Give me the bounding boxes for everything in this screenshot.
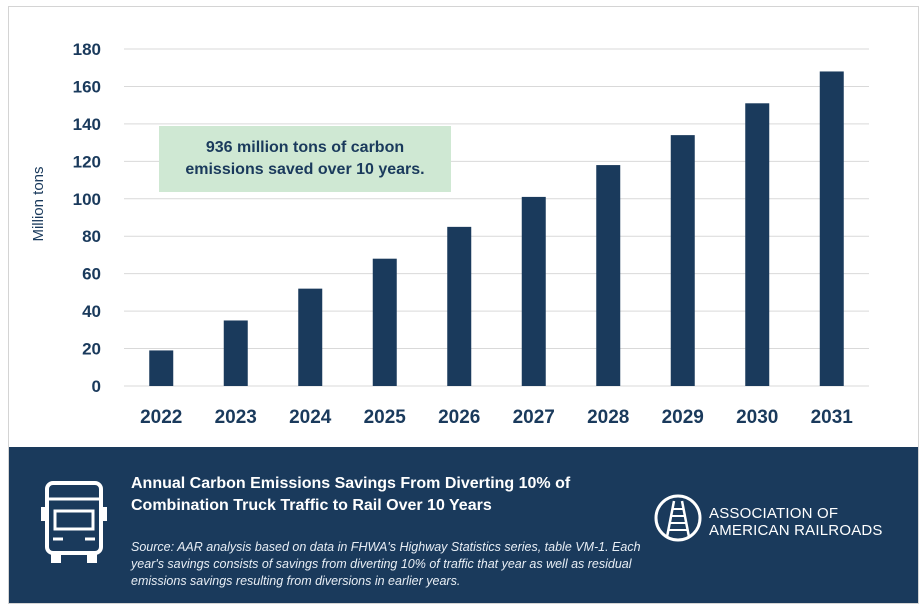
annotation-text: 936 million tons of carbon emissions sav… [185,139,425,178]
x-axis-ticks: 2022 2023 2024 2025 2026 2027 2028 2029 2030 2031 [140,407,853,428]
y-tick-label: 100 [73,190,101,209]
organization-name: ASSOCIATION OF AMERICAN RAILROADS [709,505,883,539]
bar [596,165,621,386]
x-tick-label: 2029 [662,407,704,428]
x-tick-label: 2022 [140,407,182,428]
y-tick-label: 160 [73,77,101,96]
chart-card: 0 20 40 60 80 100 120 140 160 180 2022 2023 2024 202… [8,6,919,604]
y-tick-label: 140 [73,115,101,134]
railroad-track-logo-icon [654,494,702,542]
bar [745,103,770,387]
bar [447,226,472,386]
source-note: Source: AAR analysis based on data in FH… [131,540,641,588]
y-tick-label: 0 [92,377,101,396]
bars [149,71,844,387]
bar [298,288,323,386]
y-tick-label: 80 [82,227,101,246]
x-tick-label: 2028 [587,407,629,428]
bar [670,135,695,386]
y-axis-label: Million tons [30,166,47,241]
org-name-line-2: AMERICAN RAILROADS [709,522,883,539]
bar [521,196,546,386]
y-tick-label: 60 [82,265,101,284]
bar [223,320,248,386]
y-axis-ticks: 0 20 40 60 80 100 120 140 160 180 [73,40,101,396]
y-tick-label: 40 [82,302,101,321]
x-tick-label: 2026 [438,407,480,428]
bar [819,71,844,386]
bar [149,350,174,386]
org-name-line-1: ASSOCIATION OF [709,505,839,522]
footer-banner: Annual Carbon Emissions Savings From Div… [9,447,918,603]
annotation-box: 936 million tons of carbon emissions sav… [159,126,451,192]
x-tick-label: 2027 [513,407,555,428]
footer-title: Annual Carbon Emissions Savings From Div… [131,475,571,514]
x-tick-label: 2023 [215,407,257,428]
x-tick-label: 2025 [364,407,407,428]
x-tick-label: 2031 [811,407,854,428]
y-tick-label: 20 [82,340,101,359]
y-tick-label: 120 [73,152,101,171]
y-tick-label: 180 [73,40,101,59]
x-tick-label: 2024 [289,407,332,428]
truck-icon [41,481,107,563]
bar [372,258,397,386]
x-tick-label: 2030 [736,407,778,428]
